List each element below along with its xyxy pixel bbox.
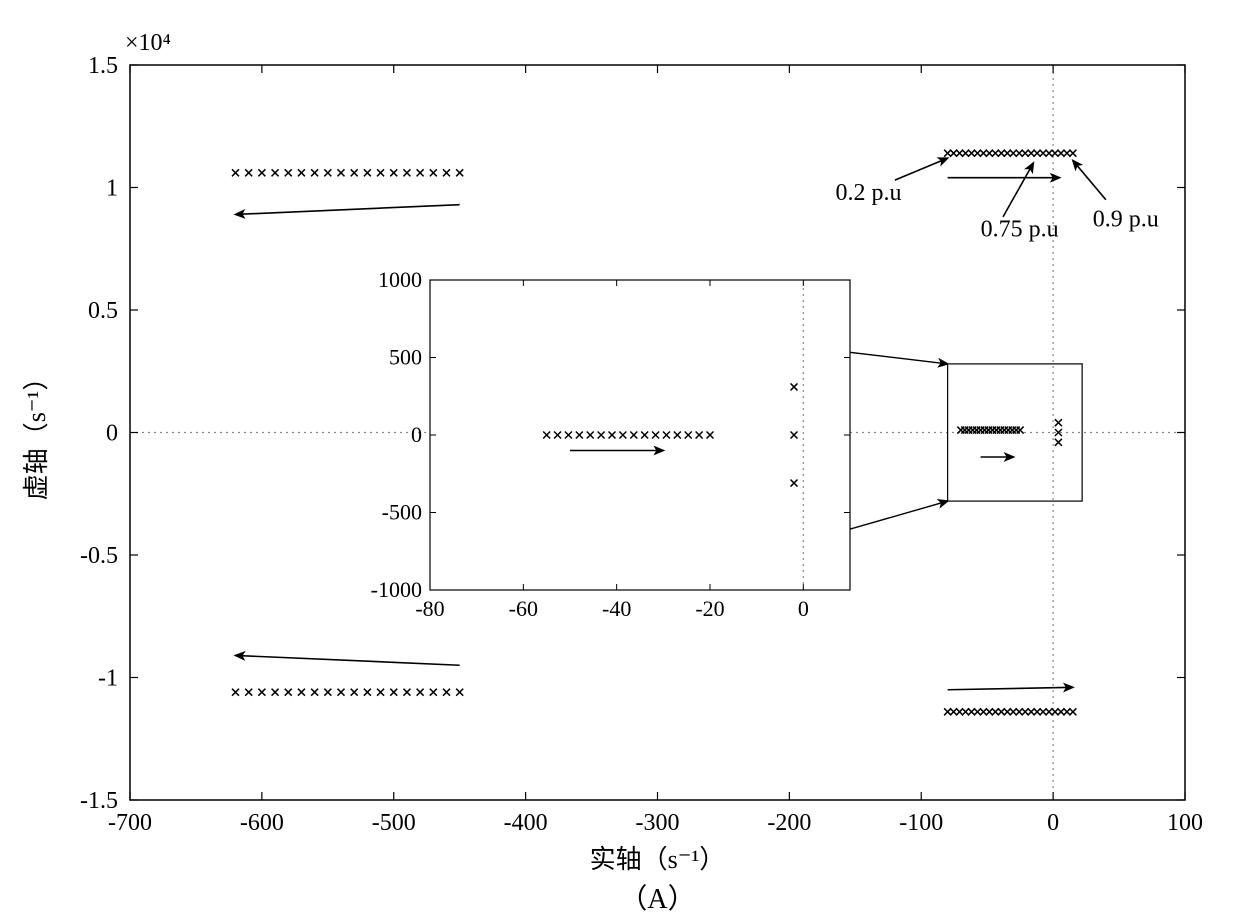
svg-text:0: 0 xyxy=(798,596,809,621)
svg-text:0.5: 0.5 xyxy=(88,298,118,324)
svg-text:-500: -500 xyxy=(382,500,422,525)
svg-text:100: 100 xyxy=(1167,810,1203,836)
svg-text:0.2 p.u: 0.2 p.u xyxy=(836,180,902,206)
y-axis-label: 虚轴（s⁻¹） xyxy=(22,365,51,501)
page-root: -700-600-500-400-300-200-1000100-1.5-1-0… xyxy=(0,0,1240,918)
svg-text:-0.5: -0.5 xyxy=(80,543,118,569)
svg-text:500: 500 xyxy=(389,345,422,370)
svg-text:-40: -40 xyxy=(602,596,631,621)
svg-text:-100: -100 xyxy=(899,810,943,836)
svg-text:-300: -300 xyxy=(636,810,680,836)
sub-caption: （A） xyxy=(619,883,695,915)
svg-text:0: 0 xyxy=(106,421,118,447)
svg-text:-600: -600 xyxy=(240,810,284,836)
svg-text:-500: -500 xyxy=(372,810,416,836)
svg-text:1: 1 xyxy=(106,176,118,202)
svg-text:0.75 p.u: 0.75 p.u xyxy=(981,217,1059,243)
svg-text:0: 0 xyxy=(1047,810,1059,836)
chart-svg: -700-600-500-400-300-200-1000100-1.5-1-0… xyxy=(0,0,1240,918)
svg-text:-20: -20 xyxy=(695,596,724,621)
inset-plot: -80-60-40-200-1000-50005001000 xyxy=(371,267,850,621)
y-exponent-label: ×10⁴ xyxy=(125,30,171,56)
svg-text:1000: 1000 xyxy=(378,267,422,292)
svg-text:-400: -400 xyxy=(504,810,548,836)
svg-text:0.9 p.u: 0.9 p.u xyxy=(1093,207,1159,233)
svg-text:-1.5: -1.5 xyxy=(80,788,118,814)
svg-text:-60: -60 xyxy=(509,596,538,621)
svg-text:1.5: 1.5 xyxy=(88,53,118,79)
svg-text:0: 0 xyxy=(411,422,422,447)
svg-text:-200: -200 xyxy=(767,810,811,836)
svg-text:-1000: -1000 xyxy=(371,577,422,602)
svg-text:-1: -1 xyxy=(98,666,118,692)
x-axis-label: 实轴（s⁻¹） xyxy=(590,845,726,874)
